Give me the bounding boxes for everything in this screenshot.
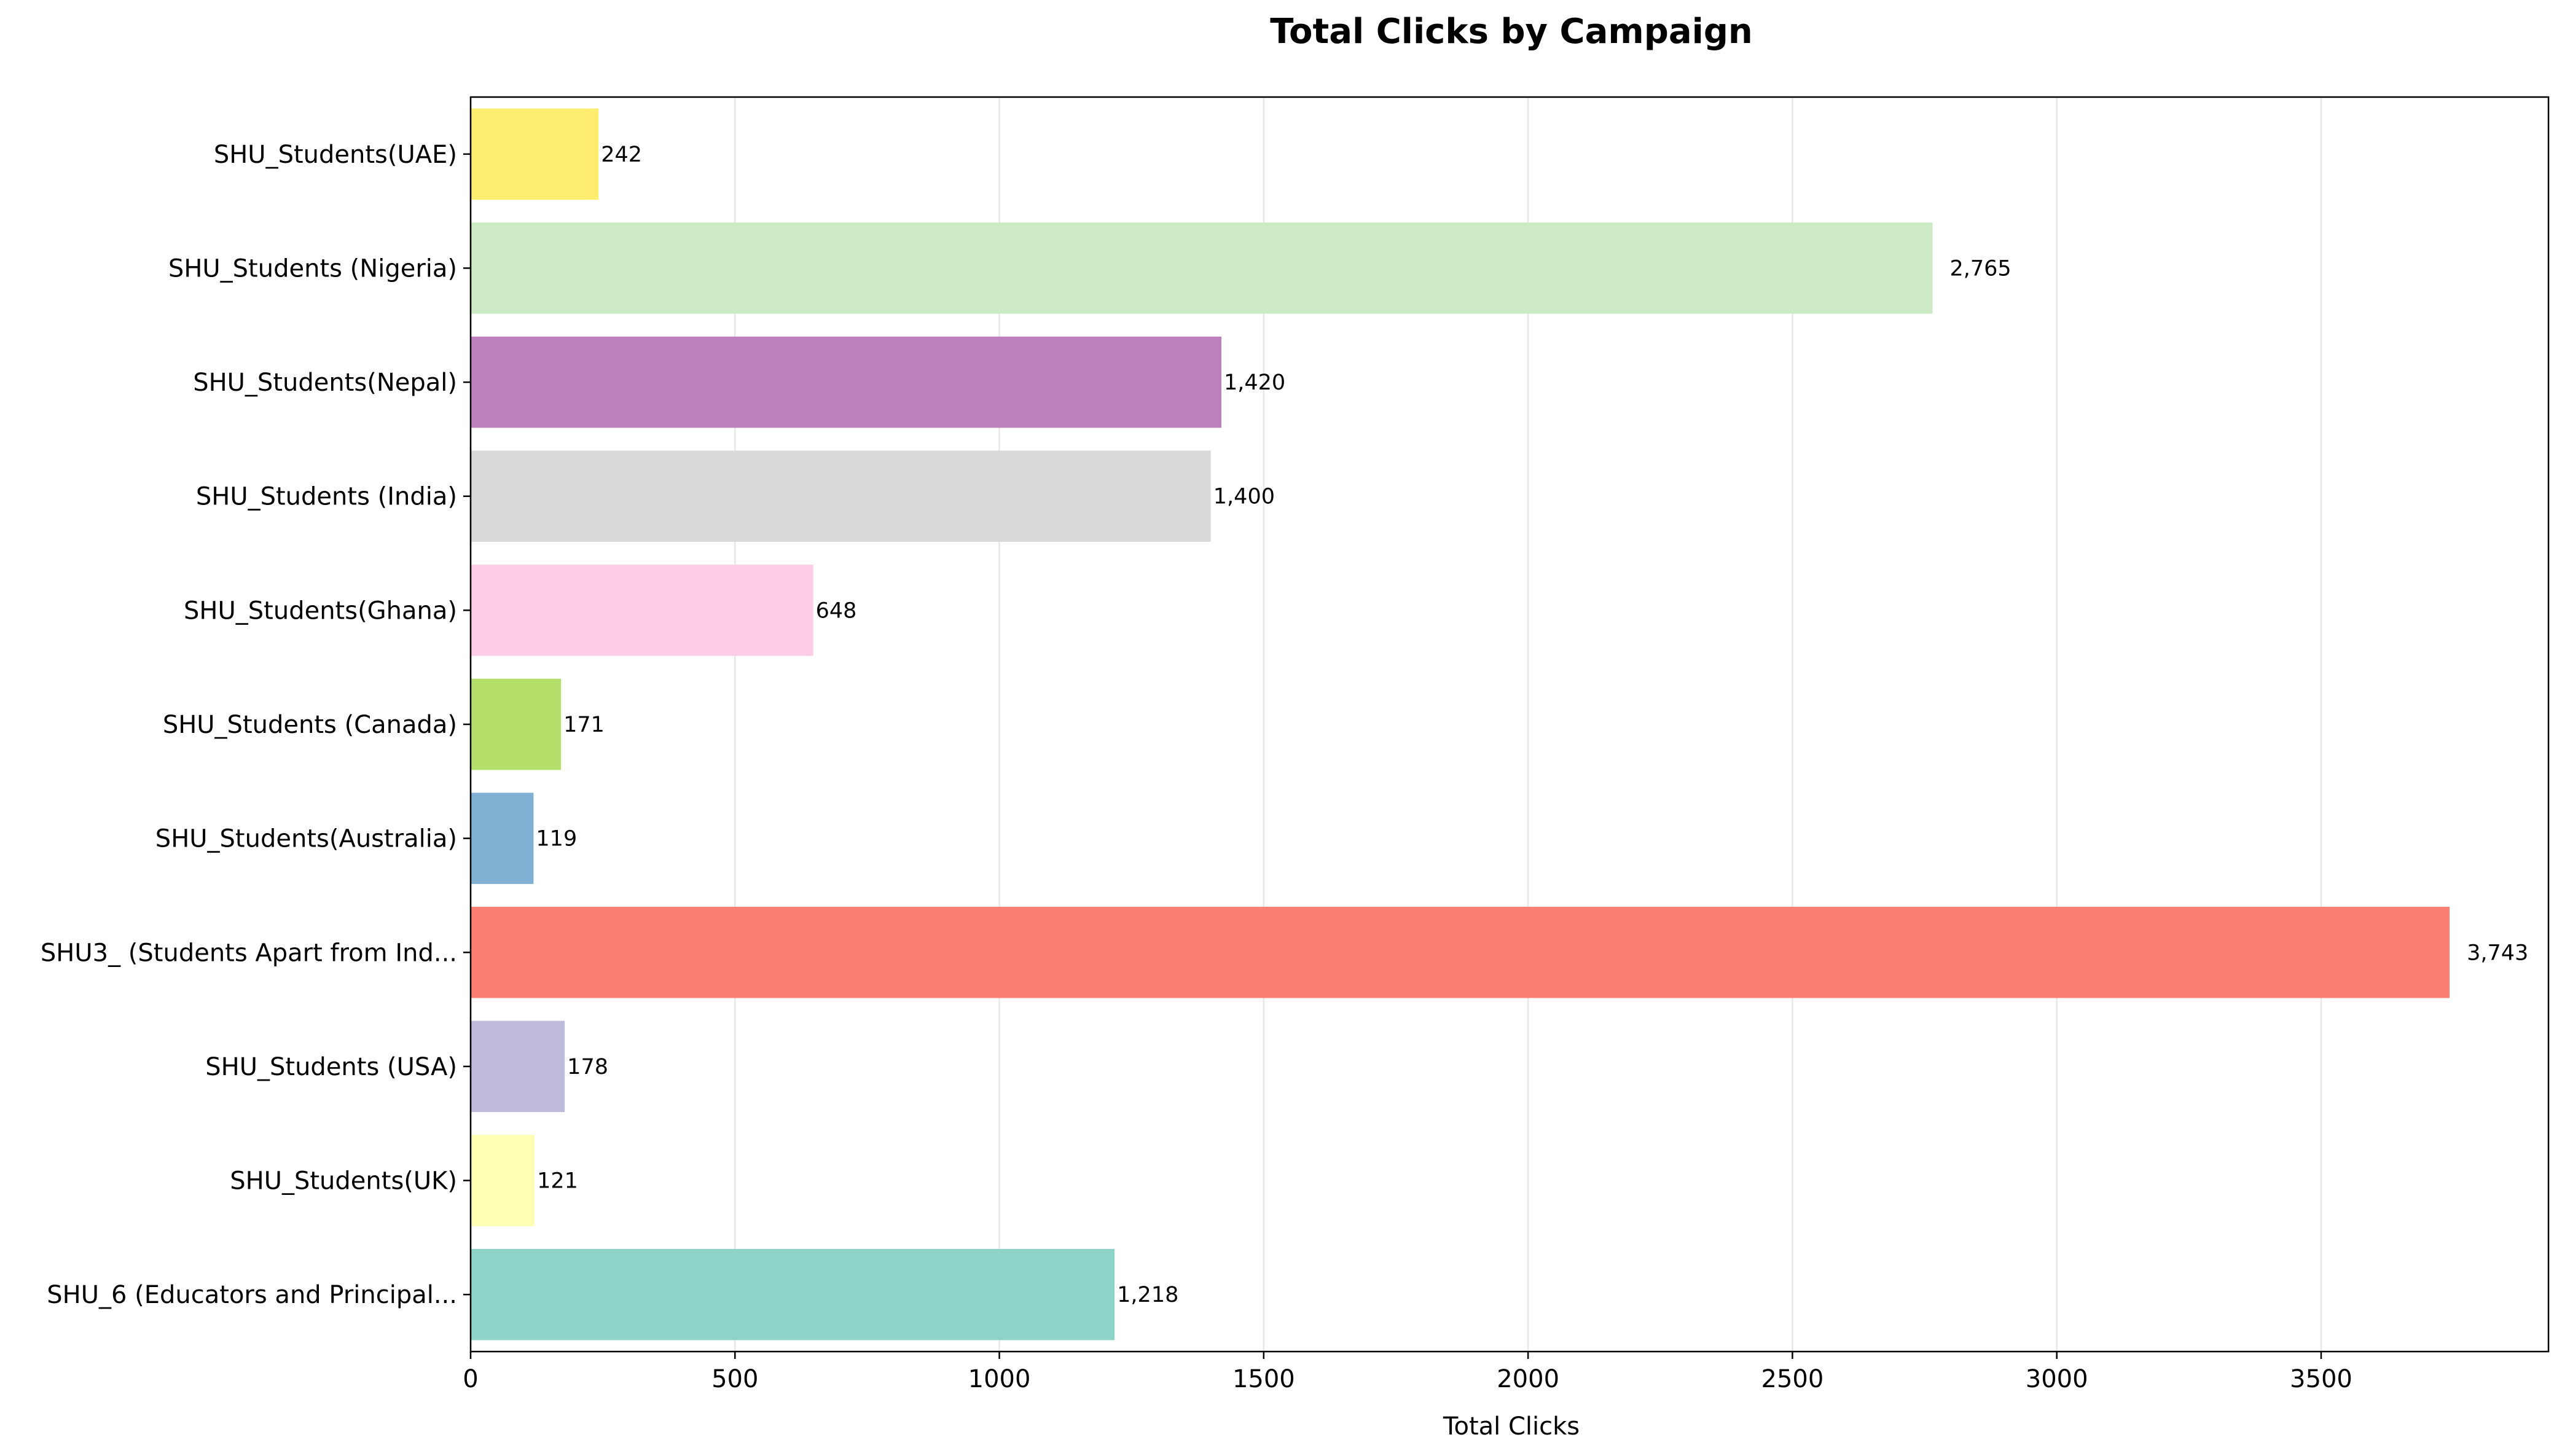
data-label: 3,743	[2467, 941, 2528, 965]
bar	[471, 336, 1221, 428]
data-label: 121	[537, 1169, 578, 1194]
y-tick-label: SHU_Students(UAE)	[214, 141, 457, 169]
bar	[471, 565, 813, 656]
x-tick-label: 3500	[2290, 1365, 2352, 1393]
x-tick-label: 500	[711, 1365, 758, 1393]
y-tick-label: SHU_Students (Canada)	[163, 711, 457, 739]
bar	[471, 450, 1211, 542]
data-label: 1,218	[1117, 1283, 1178, 1307]
data-label: 171	[563, 713, 605, 737]
bar	[471, 1135, 535, 1226]
x-axis-label: Total Clicks	[1443, 1412, 1580, 1441]
plot-frame	[469, 96, 2550, 1353]
data-label: 178	[567, 1055, 608, 1079]
bar	[471, 793, 534, 884]
data-label: 242	[601, 143, 642, 167]
y-tick-label: SHU_Students(UK)	[230, 1167, 457, 1196]
chart-title: Total Clicks by Campaign	[1270, 12, 1753, 52]
y-tick-label: SHU_Students (Nigeria)	[168, 254, 457, 283]
y-tick-label: SHU_6 (Educators and Principal...	[47, 1281, 457, 1309]
bars	[471, 108, 2450, 1341]
y-tick-label: SHU_Students (USA)	[205, 1053, 457, 1081]
data-label: 648	[816, 598, 857, 623]
bar	[471, 222, 1933, 314]
y-tick-label: SHU_Students(Ghana)	[184, 597, 457, 625]
bar	[471, 108, 599, 200]
x-tick-label: 3000	[2026, 1365, 2088, 1393]
y-tick-label: SHU_Students(Australia)	[155, 825, 457, 853]
data-labels: 1,218 121 178 3,743 119 171 648 1,400 1,420 2,765…	[536, 143, 2528, 1307]
bar	[471, 1020, 565, 1113]
y-tick-label: SHU3_ (Students Apart from Ind...	[41, 939, 457, 967]
bar	[471, 1248, 1115, 1341]
x-tick-label: 1500	[1232, 1365, 1295, 1393]
data-label: 1,420	[1224, 370, 1285, 395]
data-label: 2,765	[1949, 256, 2011, 281]
bar	[471, 678, 562, 770]
y-tick-label: SHU_Students (India)	[196, 483, 457, 511]
data-label: 119	[536, 827, 577, 851]
y-tick-label: SHU_Students(Nepal)	[193, 369, 457, 397]
x-axis-ticks: 0 500 1000 1500 2000 2500 3000 3500	[463, 1352, 2352, 1393]
y-axis-ticks: SHU_6 (Educators and Principal... SHU_Stu…	[41, 141, 471, 1309]
x-tick-label: 1000	[968, 1365, 1031, 1393]
x-tick-label: 2000	[1497, 1365, 1559, 1393]
x-tick-label: 0	[463, 1365, 478, 1393]
data-label: 1,400	[1213, 485, 1275, 509]
bar	[471, 907, 2450, 998]
x-tick-label: 2500	[1761, 1365, 1824, 1393]
